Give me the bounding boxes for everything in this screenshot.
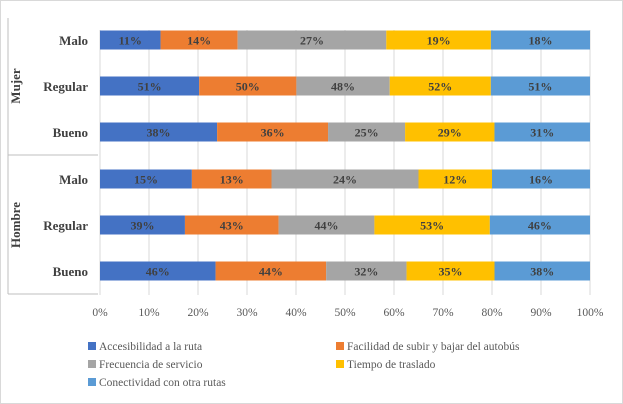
data-label: 32% [354, 265, 378, 279]
bar-segment [100, 122, 218, 142]
data-label: 44% [314, 219, 338, 233]
bar-segment [100, 215, 185, 235]
bar-segment [389, 76, 491, 96]
bar-segment [494, 122, 590, 142]
legend-label: Conectividad con otra rutas [99, 377, 226, 389]
bar-segment [217, 122, 329, 142]
x-tick-label: 40% [285, 307, 307, 319]
legend-label: Facilidad de subir y bajar del autobús [347, 341, 520, 353]
data-label: 48% [331, 80, 355, 94]
legend-label: Tiempo de traslado [347, 359, 436, 371]
data-label: 35% [439, 265, 463, 279]
data-label: 46% [528, 219, 552, 233]
data-label: 25% [355, 126, 379, 140]
data-label: 12% [443, 173, 467, 187]
legend-swatch [88, 360, 96, 368]
bar-segment [271, 169, 419, 189]
category-labels: Malo Regular Bueno Malo Regular Bueno Mujer Hom… [7, 18, 98, 295]
category-label: Malo [59, 33, 88, 48]
x-tick-label: 50% [334, 307, 356, 319]
bar-segment [191, 169, 272, 189]
group-label: Hombre [8, 202, 23, 248]
x-tick-label: 10% [138, 307, 160, 319]
bar-segment [405, 122, 495, 142]
bar-segment [418, 169, 492, 189]
data-label: 11% [119, 34, 142, 48]
bar-segment [296, 76, 390, 96]
bar-segment [100, 76, 200, 96]
data-label: 14% [187, 34, 211, 48]
bar-segment [489, 215, 590, 235]
bar-segment [326, 261, 407, 281]
bar-segment [490, 76, 590, 96]
data-label: 29% [438, 126, 462, 140]
data-label: 44% [259, 265, 283, 279]
bar-segment [328, 122, 406, 142]
bar-segment [374, 215, 490, 235]
x-tick-label: 60% [383, 307, 405, 319]
data-label: 36% [261, 126, 285, 140]
data-label: 16% [529, 173, 553, 187]
data-label: 52% [428, 80, 452, 94]
data-label: 43% [220, 219, 244, 233]
data-label: 15% [134, 173, 158, 187]
data-label: 53% [420, 219, 444, 233]
legend-swatch [336, 360, 344, 368]
data-label: 38% [530, 265, 554, 279]
x-tick-label: 80% [481, 307, 503, 319]
bar-segment [215, 261, 327, 281]
x-tick-label: 0% [92, 307, 108, 319]
bar-segment [406, 261, 495, 281]
data-label: 51% [138, 80, 162, 94]
legend-label: Frecuencia de servicio [99, 359, 203, 371]
data-label: 19% [427, 34, 451, 48]
category-label: Bueno [53, 264, 88, 279]
bar-segment [100, 261, 216, 281]
bar-segment [237, 30, 387, 50]
bars: 11% 14% 27% 19% 18% 51% 50% 48% 52% 51% 38% 36% 25% 2… [100, 30, 590, 281]
data-label: 24% [333, 173, 357, 187]
legend: Accesibilidad a la ruta Facilidad de subi… [88, 341, 520, 389]
data-label: 13% [220, 173, 244, 187]
legend-label: Accesibilidad a la ruta [99, 341, 202, 353]
bar-segment [199, 76, 297, 96]
category-label: Bueno [53, 125, 88, 140]
gridlines [99, 30, 591, 295]
data-label: 31% [530, 126, 554, 140]
data-label: 50% [236, 80, 260, 94]
bar-segment [386, 30, 491, 50]
data-label: 38% [147, 126, 171, 140]
category-label: Regular [43, 218, 88, 233]
bar-segment [100, 30, 161, 50]
group-label: Mujer [8, 68, 23, 104]
bar-segment [160, 30, 238, 50]
x-tick-label: 90% [530, 307, 552, 319]
x-tick-label: 30% [236, 307, 258, 319]
category-label: Malo [59, 172, 88, 187]
data-label: 18% [528, 34, 552, 48]
bar-segment [100, 169, 192, 189]
data-label: 27% [300, 34, 324, 48]
data-label: 51% [528, 80, 552, 94]
x-tick-label: 100% [577, 307, 604, 319]
x-axis-ticks: 0% 10% 20% 30% 40% 50% 60% 70% 80% 90% 100% [92, 307, 604, 319]
legend-swatch [88, 342, 96, 350]
legend-swatch [336, 342, 344, 350]
bar-segment [278, 215, 375, 235]
data-label: 39% [130, 219, 154, 233]
bar-segment [490, 30, 590, 50]
bar-segment [492, 169, 590, 189]
x-tick-label: 70% [432, 307, 454, 319]
x-tick-label: 20% [187, 307, 209, 319]
bar-segment [184, 215, 279, 235]
category-label: Regular [43, 79, 88, 94]
legend-swatch [88, 378, 96, 386]
data-label: 46% [146, 265, 170, 279]
bar-segment [494, 261, 590, 281]
